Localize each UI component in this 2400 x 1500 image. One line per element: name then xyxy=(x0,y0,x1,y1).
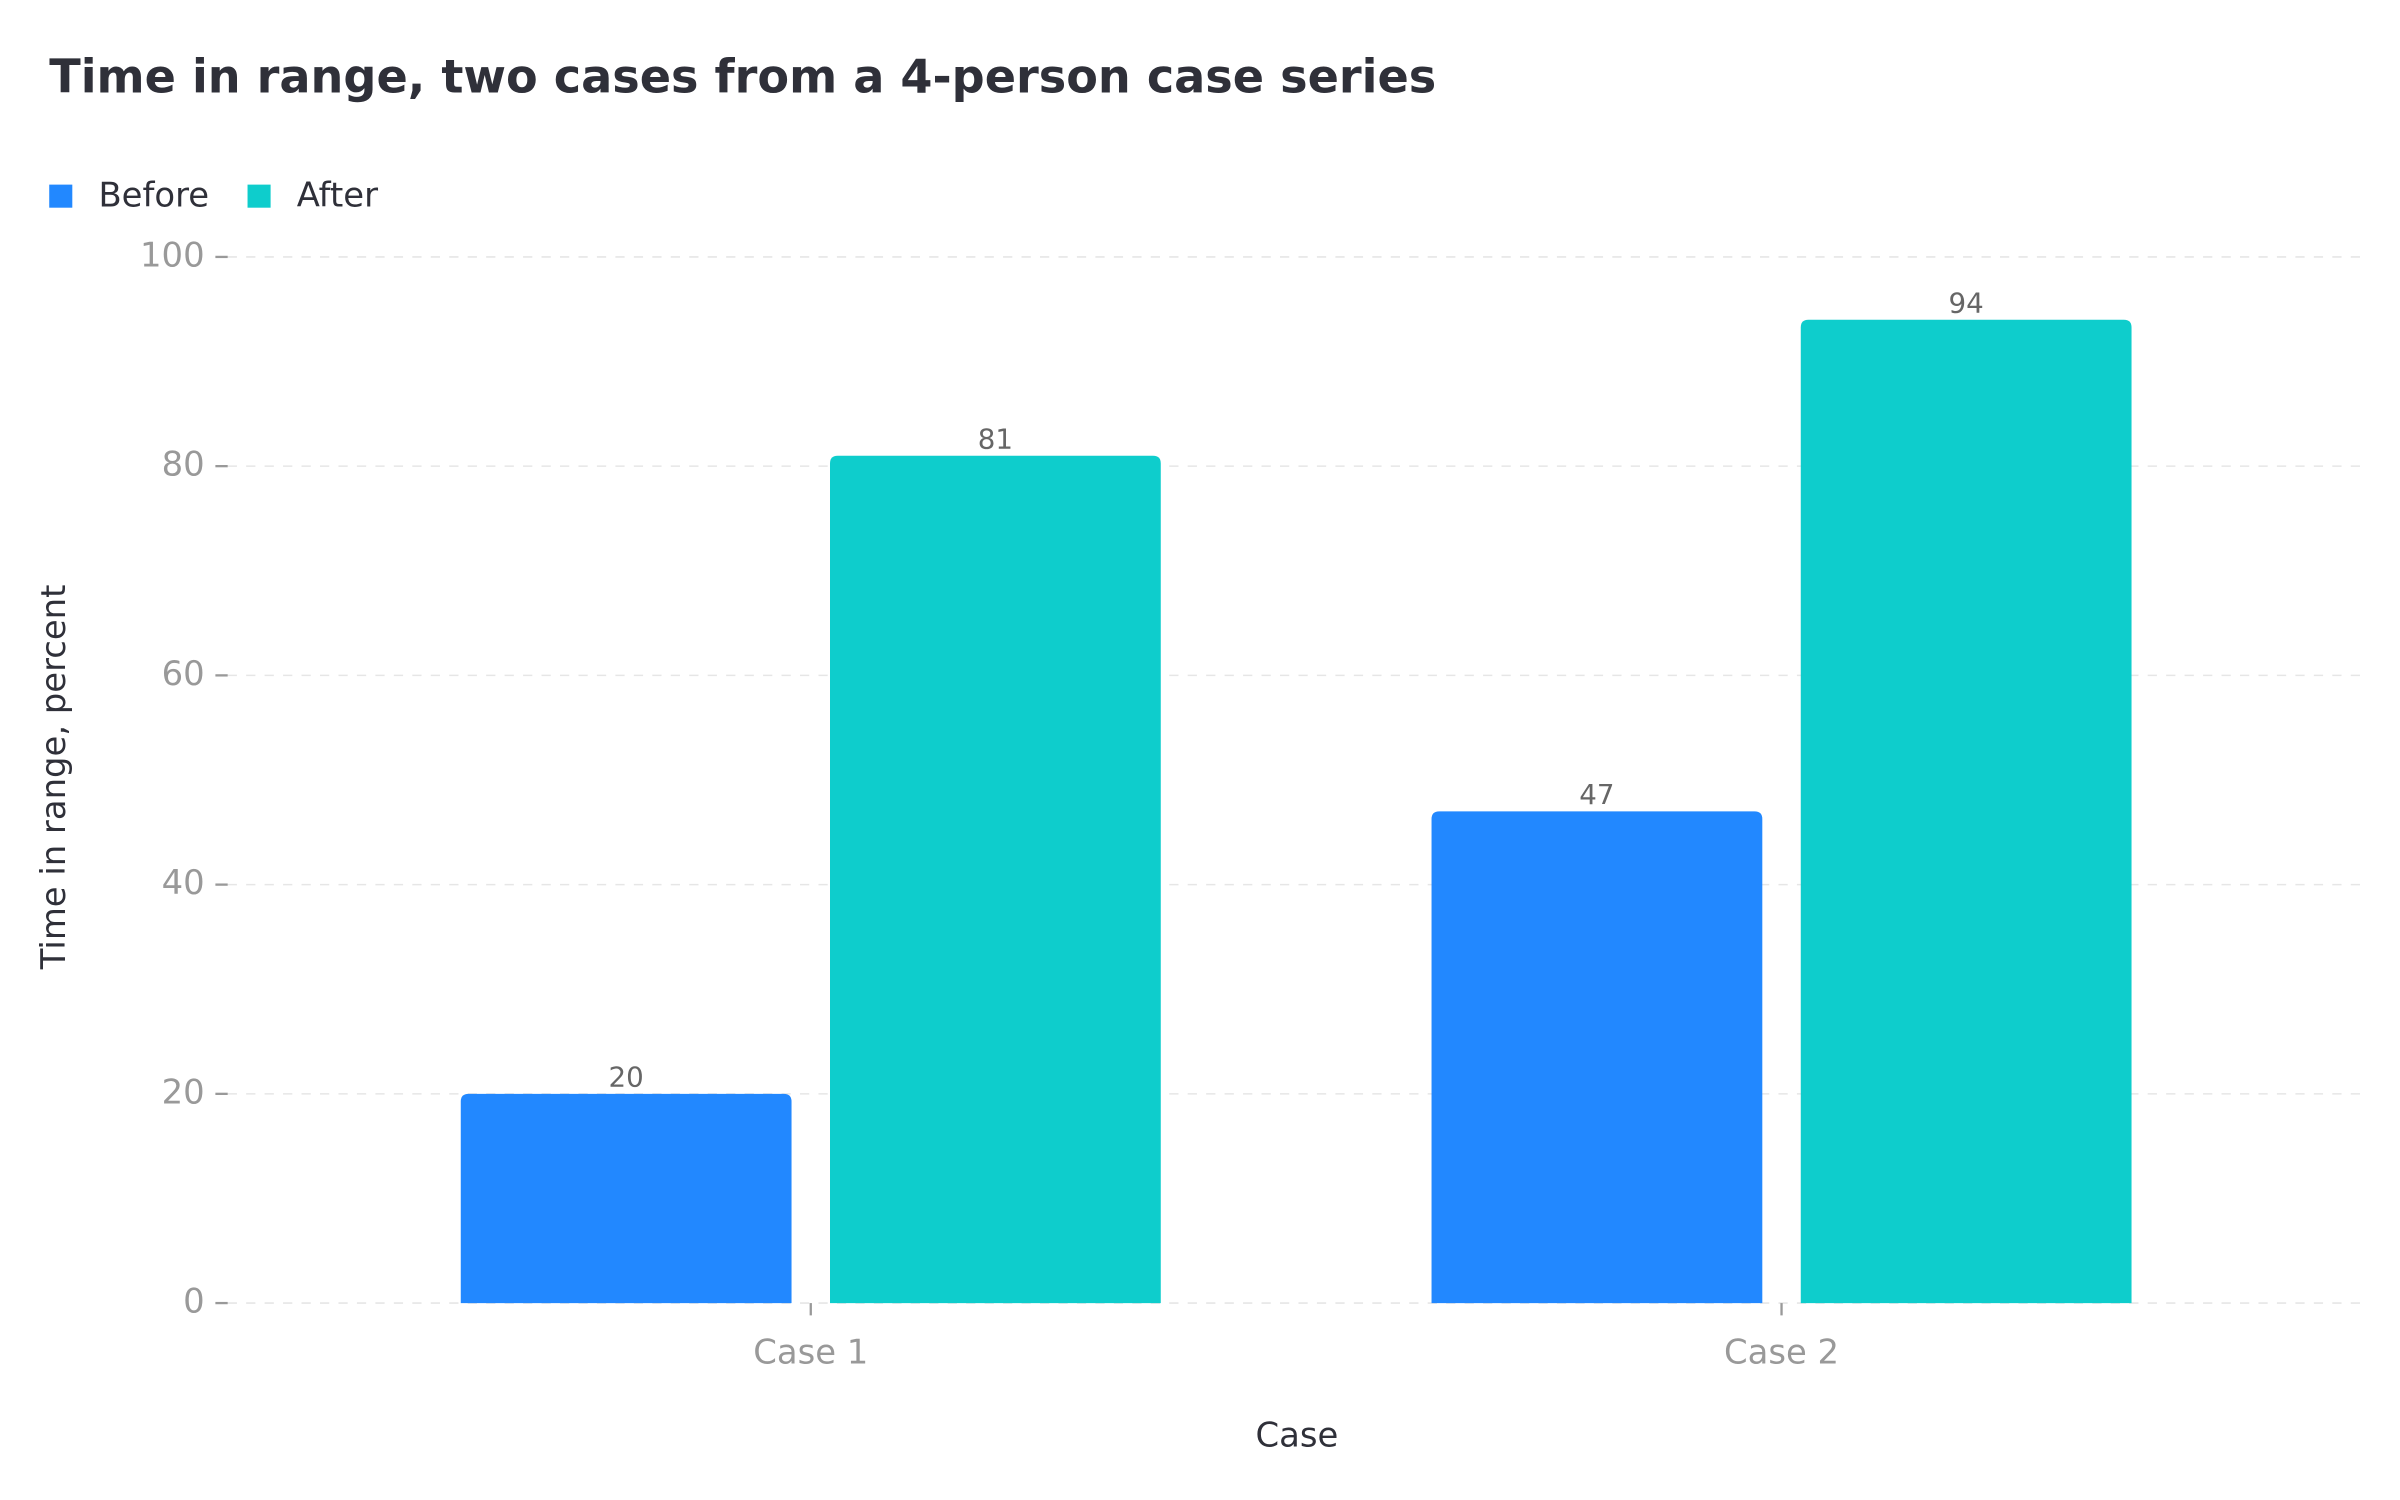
bar xyxy=(1431,811,1763,1304)
legend-label: After xyxy=(297,175,378,214)
value-label: 94 xyxy=(1949,286,1984,319)
x-axis-title: Case xyxy=(1256,1415,1339,1454)
value-label: 81 xyxy=(978,422,1013,455)
x-tick-label: Case 1 xyxy=(753,1332,868,1371)
y-tick-label: 0 xyxy=(183,1282,205,1321)
chart-title: Time in range, two cases from a 4-person… xyxy=(49,50,1436,104)
y-tick-label: 80 xyxy=(162,445,205,484)
x-tick-label: Case 2 xyxy=(1724,1332,1839,1371)
y-tick-label: 40 xyxy=(162,863,205,902)
value-label: 20 xyxy=(609,1060,644,1093)
y-tick-label: 60 xyxy=(162,654,205,693)
legend-label: Before xyxy=(98,175,209,214)
y-tick-label: 20 xyxy=(162,1072,205,1111)
y-axis-title: Time in range, percent xyxy=(34,585,73,971)
legend-swatch xyxy=(247,184,271,208)
y-tick-label: 100 xyxy=(140,235,205,274)
legend-swatch xyxy=(49,184,73,208)
bar xyxy=(830,455,1161,1304)
bar xyxy=(460,1093,792,1304)
bar xyxy=(1800,319,2132,1304)
value-label: 47 xyxy=(1579,778,1614,811)
